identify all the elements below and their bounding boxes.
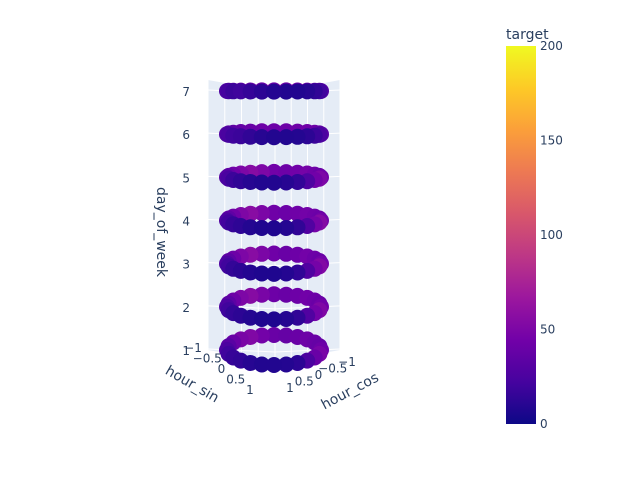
scatter-point [278,83,295,100]
colorbar-tick-label: 100 [540,228,563,242]
scatter-point [278,220,295,236]
z-tick-label: 6 [182,128,190,142]
scatter-point [266,220,282,237]
scatter-point [253,311,270,327]
scatter-point [289,219,306,236]
y-tick-label: 1 [286,381,294,395]
scatter-point [253,220,270,236]
z-tick-label: 4 [182,215,190,229]
x-tick-label: 0 [218,362,226,376]
z-tick-label: 7 [182,85,190,99]
scatter-point [253,265,270,282]
scatter-point [253,174,270,191]
scatter-point [266,357,282,373]
scatter-point [278,174,295,191]
scatter-point [278,265,295,282]
scatter-point [242,174,259,190]
colorbar-title: target [506,27,549,43]
y-tick-label: 0 [315,368,323,382]
y-tick-label: −1 [338,355,356,369]
scatter-point [266,265,282,282]
scatter-point [266,174,282,191]
x-tick-label: −1 [184,341,202,355]
y-tick-label: 0.5 [295,375,314,389]
z-axis-ticks: 1 2 3 4 5 6 7 [182,85,190,358]
scatter-point [266,204,282,221]
x-tick-label: −0.5 [193,352,222,366]
z-axis-title: day_of_week [153,187,169,278]
z-tick-label: 1 [182,344,190,358]
scatter-points [219,82,329,373]
x-tick-label: 1 [246,383,254,397]
scatter-point [242,128,259,145]
scatter-point [266,245,282,262]
x-tick-label: 0.5 [226,373,245,387]
scatter-point [266,83,282,100]
scatter-point [253,205,270,221]
scatter-point [289,128,306,145]
colorbar-tick-label: 0 [540,417,548,431]
z-tick-label: 2 [182,301,190,315]
colorbar: target 0 50 100 150 200 [506,27,563,431]
scatter-point [278,205,295,221]
x-axis-title: hour_sin [162,363,221,406]
colorbar-scale [506,46,536,424]
x-axis-ticks: 10.50−0.5−1 [184,341,254,397]
y-tick-label: −0.5 [318,362,347,376]
scatter-point [253,83,270,100]
colorbar-tick-label: 200 [540,39,563,53]
scatter-point [253,129,270,146]
scatter-point [266,311,282,328]
colorbar-tick-label: 50 [540,323,555,337]
z-tick-label: 5 [182,171,190,185]
scatter-point [266,129,282,146]
colorbar-tick-label: 150 [540,134,563,148]
scatter-point [253,356,270,373]
scatter-point [242,83,259,100]
scatter-point [278,129,295,146]
scatter-point [278,356,295,373]
y-axis-ticks: 1 0.5 0−0.5−1 [286,355,356,395]
scatter-point [278,311,295,327]
scatter-point [266,286,282,303]
z-tick-label: 3 [182,258,190,272]
scatter-point [289,174,306,190]
y-axis-title: hour_cos [319,370,382,414]
scatter-point [266,327,282,343]
scatter-point [289,83,306,100]
colorbar-ticks: 0 50 100 150 200 [540,39,563,431]
scatter-point [242,219,259,236]
